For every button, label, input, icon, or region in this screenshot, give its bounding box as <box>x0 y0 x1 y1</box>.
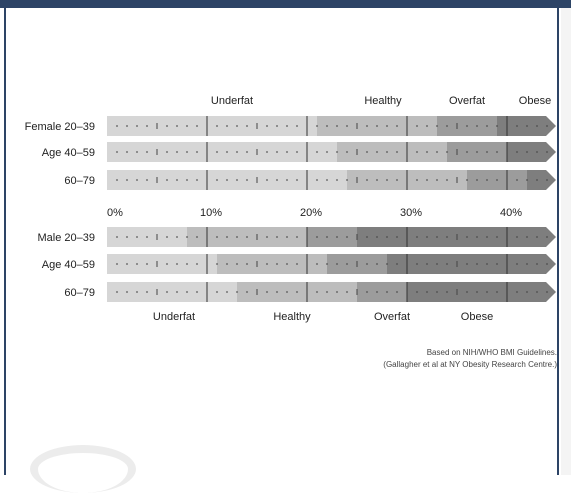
bar-zone-healthy <box>217 254 327 274</box>
content-frame <box>4 8 559 475</box>
zone-label-top: Healthy <box>364 95 402 107</box>
x-tick-label: 20% <box>300 207 322 219</box>
bar-zone-overfat <box>357 282 407 302</box>
zone-label-top: Underfat <box>211 95 253 107</box>
bar-zone-underfat <box>107 282 237 302</box>
category-label: Age 40–59 <box>42 259 95 271</box>
x-tick-label: 0% <box>107 207 123 219</box>
top-bar <box>0 0 571 8</box>
zone-label-bottom: Underfat <box>153 311 195 323</box>
bar-zone-obese <box>357 227 546 247</box>
source-note-line1: Based on NIH/WHO BMI Guidelines. <box>426 348 557 357</box>
category-label: Age 40–59 <box>42 147 95 159</box>
bar-zone-underfat <box>107 116 317 136</box>
bar-arrow-tip <box>546 254 556 274</box>
category-label: 60–79 <box>64 287 95 299</box>
x-tick-label: 30% <box>400 207 422 219</box>
bar-zone-underfat <box>107 142 337 162</box>
bar-arrow-tip <box>546 227 556 247</box>
right-strip <box>561 8 571 475</box>
category-label: 60–79 <box>64 175 95 187</box>
category-label: Male 20–39 <box>38 232 96 244</box>
bar-arrow-tip <box>546 282 556 302</box>
bar-zone-healthy <box>337 142 447 162</box>
bar-arrow-tip <box>546 116 556 136</box>
x-tick-label: 10% <box>200 207 222 219</box>
watermark-logo <box>30 445 136 493</box>
bar-zone-underfat <box>107 254 217 274</box>
body-fat-chart: Female 20–39 Age 40–59 60–79 Male 20–39 Age … <box>25 95 556 323</box>
x-tick-label: 40% <box>500 207 522 219</box>
zone-label-bottom: Obese <box>461 311 493 323</box>
category-label: Female 20–39 <box>25 121 95 133</box>
zone-label-bottom: Overfat <box>374 311 410 323</box>
zone-label-bottom: Healthy <box>273 311 311 323</box>
zone-label-top: Overfat <box>449 95 485 107</box>
zone-label-top: Obese <box>519 95 551 107</box>
bar-arrow-tip <box>546 170 556 190</box>
bar-zone-obese <box>497 116 546 136</box>
source-note-line2: (Gallagher et al at NY Obesity Research … <box>383 360 557 369</box>
bar-zone-overfat <box>307 227 357 247</box>
bar-arrow-tip <box>546 142 556 162</box>
